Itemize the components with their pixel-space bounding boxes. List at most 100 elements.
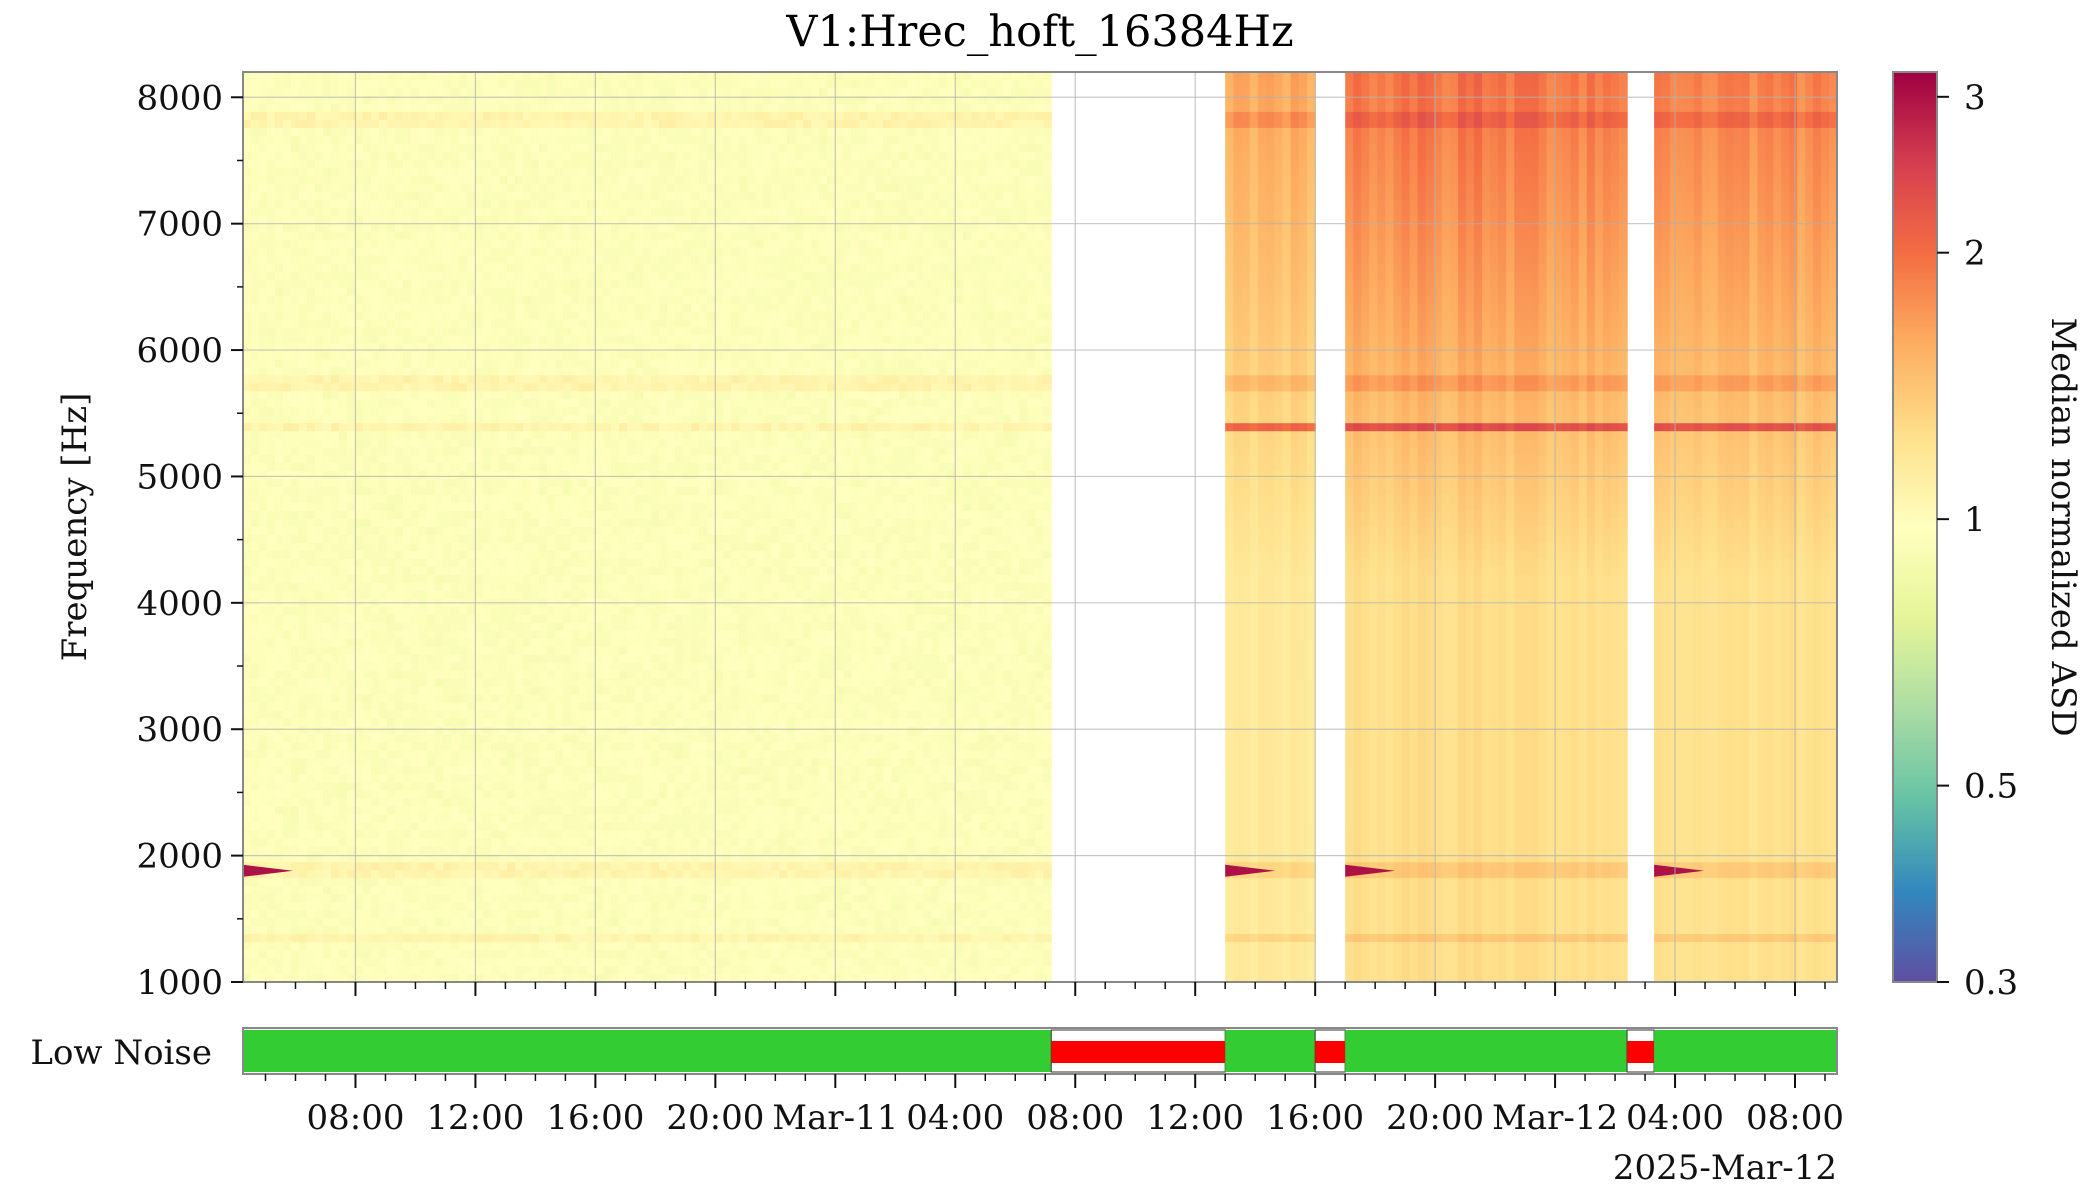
heatmap-cell <box>507 479 516 488</box>
heatmap-cell <box>251 614 260 624</box>
heatmap-cell <box>555 782 564 791</box>
heatmap-cell <box>339 95 348 105</box>
heatmap-cell <box>579 327 588 336</box>
heatmap-cell <box>579 646 588 656</box>
heatmap-cell <box>267 726 276 736</box>
heatmap-cell <box>267 80 276 89</box>
heatmap-cell <box>475 558 484 568</box>
heatmap-cell <box>475 535 484 544</box>
heatmap-cell <box>411 686 420 696</box>
heatmap-cell <box>507 287 516 297</box>
heatmap-cell <box>555 431 564 440</box>
heatmap-cell <box>419 95 428 105</box>
heatmap-cell <box>307 391 316 400</box>
heatmap-cell <box>555 295 564 305</box>
heatmap-cell <box>355 143 364 153</box>
heatmap-cell <box>411 606 420 616</box>
heatmap-cell <box>491 814 500 823</box>
heatmap-cell <box>467 830 476 839</box>
heatmap-cell <box>451 838 460 847</box>
heatmap-cell <box>379 88 388 97</box>
heatmap-cell <box>459 479 468 488</box>
heatmap-cell <box>363 894 372 903</box>
heatmap-cell <box>579 495 588 504</box>
heatmap-cell <box>467 606 476 616</box>
heatmap-cell <box>547 822 556 831</box>
heatmap-cell <box>419 223 428 233</box>
heatmap-cell <box>251 287 260 297</box>
heatmap-cell <box>459 167 468 177</box>
heatmap-cell <box>563 638 572 648</box>
heatmap-cell <box>547 511 556 520</box>
heatmap-cell <box>355 239 364 249</box>
heatmap-cell <box>555 590 564 600</box>
heatmap-cell <box>523 327 532 336</box>
heatmap-cell <box>435 111 444 121</box>
heatmap-cell <box>483 111 492 121</box>
heatmap-cell <box>259 902 268 911</box>
heatmap-cell <box>403 359 412 368</box>
heatmap-cell <box>523 710 532 720</box>
heatmap-cell <box>547 503 556 512</box>
heatmap-cell <box>315 183 324 193</box>
heatmap-cell <box>555 766 564 776</box>
heatmap-cell <box>507 391 516 400</box>
heatmap-cell <box>475 662 484 672</box>
heatmap-cell <box>523 838 532 847</box>
heatmap-cell <box>523 167 532 177</box>
heatmap-cell <box>475 574 484 584</box>
heatmap-cell <box>251 782 260 791</box>
heatmap-cell <box>499 582 508 592</box>
heatmap-cell <box>531 574 540 584</box>
heatmap-cell <box>323 319 332 329</box>
heatmap-cell <box>403 111 412 121</box>
heatmap-cell <box>315 503 324 512</box>
heatmap-cell <box>339 103 348 113</box>
heatmap-cell <box>547 894 556 903</box>
heatmap-cell <box>371 119 380 129</box>
heatmap-cell <box>355 742 364 752</box>
heatmap-cell <box>419 103 428 113</box>
heatmap-cell <box>539 495 548 504</box>
heatmap-cell <box>331 407 340 416</box>
heatmap-cell <box>283 215 292 225</box>
heatmap-cell <box>555 774 564 784</box>
heatmap-cell <box>315 966 324 975</box>
heatmap-cell <box>347 287 356 297</box>
heatmap-cell <box>267 894 276 903</box>
heatmap-cell <box>323 766 332 776</box>
heatmap-cell <box>467 239 476 249</box>
heatmap-cell <box>523 854 532 863</box>
heatmap-cell <box>323 710 332 720</box>
heatmap-cell <box>299 798 308 807</box>
heatmap-cell <box>307 535 316 544</box>
heatmap-cell <box>315 806 324 815</box>
heatmap-cell <box>283 383 292 392</box>
heatmap-cell <box>419 790 428 799</box>
heatmap-cell <box>483 183 492 193</box>
heatmap-cell <box>435 870 444 879</box>
heatmap-cell <box>307 343 316 352</box>
heatmap-cell <box>531 255 540 265</box>
heatmap-cell <box>299 239 308 249</box>
heatmap-cell <box>363 519 372 528</box>
heatmap-cell <box>523 966 532 975</box>
heatmap-cell <box>291 798 300 807</box>
heatmap-cell <box>387 878 396 887</box>
heatmap-cell <box>259 383 268 392</box>
heatmap-cell <box>571 535 580 544</box>
heatmap-cell <box>307 846 316 855</box>
heatmap-cell <box>531 175 540 185</box>
heatmap-cell <box>547 463 556 472</box>
heatmap-cell <box>499 72 508 81</box>
heatmap-cell <box>243 407 252 416</box>
heatmap-cell <box>403 383 412 392</box>
heatmap-cell <box>403 558 412 568</box>
heatmap-cell <box>563 806 572 815</box>
heatmap-cell <box>331 447 340 456</box>
heatmap-cell <box>363 822 372 831</box>
heatmap-cell <box>403 367 412 376</box>
heatmap-cell <box>291 391 300 400</box>
heatmap-cell <box>507 782 516 791</box>
heatmap-cell <box>371 527 380 536</box>
